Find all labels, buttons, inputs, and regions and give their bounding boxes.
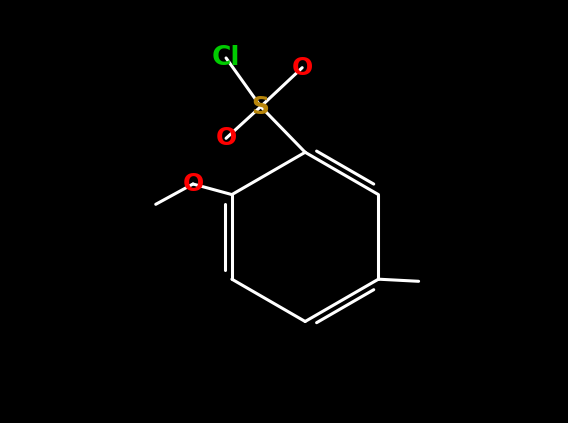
Text: O: O [291, 56, 313, 80]
Text: O: O [182, 172, 203, 196]
Text: S: S [252, 95, 270, 118]
Text: O: O [215, 126, 237, 150]
Text: Cl: Cl [212, 45, 240, 71]
